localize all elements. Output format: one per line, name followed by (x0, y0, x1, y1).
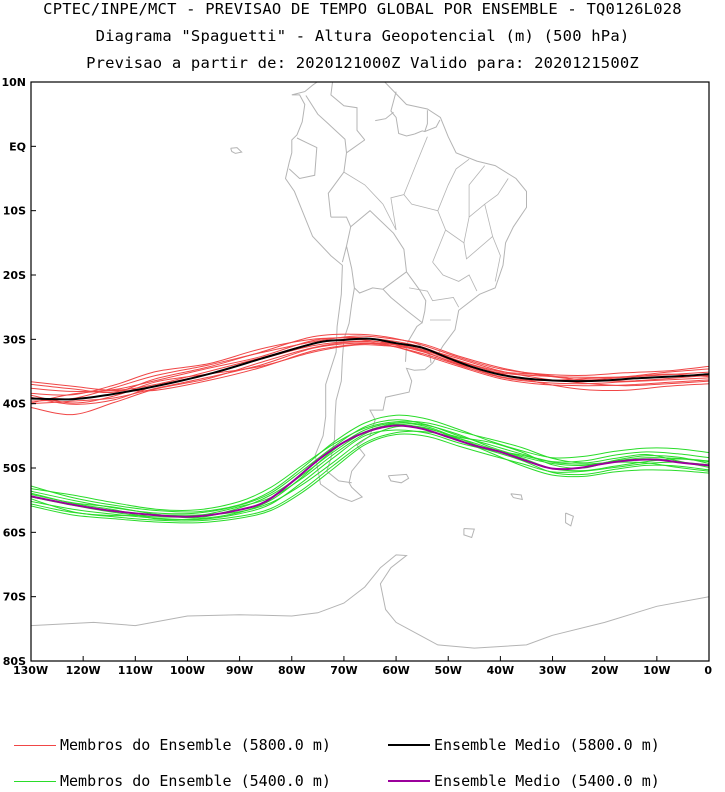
legend-members-5400: Membros do Ensemble (5400.0 m) (14, 771, 331, 791)
island-outline (463, 528, 475, 539)
lon-tick-label: 80W (278, 664, 305, 677)
country-border (350, 210, 407, 272)
member-5400-line (31, 433, 709, 524)
lon-tick-label: 90W (226, 664, 253, 677)
member-5400-line (31, 422, 709, 521)
legend-label-mean-5400: Ensemble Medio (5400.0 m) (434, 772, 660, 790)
coastline-south-america (284, 82, 527, 503)
country-border (414, 110, 428, 135)
member-5800-line (31, 336, 709, 392)
plot-frame (30, 81, 710, 662)
country-border (390, 91, 415, 137)
map-geography (31, 82, 709, 649)
lon-tick-label: 50W (435, 664, 462, 677)
state-border (463, 236, 493, 260)
member-5800-line (31, 333, 709, 394)
lon-tick-label: 40W (487, 664, 514, 677)
country-border (330, 216, 352, 263)
legend-line-mean-5800 (388, 744, 430, 746)
member-5800-line (31, 342, 709, 405)
state-border (432, 261, 478, 292)
legend-mean-5800: Ensemble Medio (5800.0 m) (388, 735, 660, 755)
lat-tick-label: 60S (3, 526, 26, 539)
lon-tick-label: 0 (704, 664, 712, 677)
legend-mean-5400: Ensemble Medio (5400.0 m) (388, 771, 660, 791)
member-5400-line (31, 430, 709, 522)
country-border (424, 119, 441, 132)
lon-tick-label: 10W (643, 664, 670, 677)
legend-line-members-5400 (14, 780, 56, 782)
country-border (330, 82, 366, 141)
island-outline (565, 512, 574, 527)
member-5400-line (31, 419, 709, 515)
member-5800-line (31, 340, 709, 405)
lat-tick-label: 30S (3, 333, 26, 346)
legend-members-5800: Membros do Ensemble (5800.0 m) (14, 735, 331, 755)
lat-tick-label: 10S (3, 205, 26, 218)
legend-line-mean-5400 (388, 780, 430, 782)
lat-tick-label: 70S (3, 591, 26, 604)
mean-5800-line (31, 337, 709, 401)
lat-tick-label: 20S (3, 269, 26, 282)
member-5400-line (31, 414, 709, 513)
header-line-2: Diagrama "Spaguetti" - Altura Geopotenci… (95, 27, 630, 45)
lat-tick-label: 50S (3, 462, 26, 475)
member-5400-line (31, 429, 709, 521)
lon-tick-label: 20W (591, 664, 618, 677)
state-border (484, 204, 501, 282)
lon-tick-label: 60W (382, 664, 409, 677)
state-border (432, 229, 446, 263)
lon-tick-label: 130W (13, 664, 48, 677)
legend-label-members-5400: Membros do Ensemble (5400.0 m) (60, 772, 331, 790)
state-border (437, 158, 470, 211)
mean-5400-line (31, 424, 709, 518)
header-line-1: CPTEC/INPE/MCT - PREVISAO DE TEMPO GLOBA… (43, 0, 682, 18)
header-line-3: Previsao a partir de: 2020121000Z Valido… (86, 54, 639, 72)
legend-label-mean-5800: Ensemble Medio (5800.0 m) (434, 736, 660, 754)
state-border (390, 194, 446, 231)
country-border (288, 137, 318, 180)
state-border (445, 165, 486, 244)
state-border (468, 178, 509, 218)
legend-line-members-5800 (14, 744, 56, 746)
island-outline (230, 147, 243, 154)
contour-lines (31, 333, 709, 524)
lon-tick-label: 110W (118, 664, 153, 677)
legend-label-members-5800: Membros do Ensemble (5800.0 m) (60, 736, 331, 754)
member-5800-line (31, 344, 709, 404)
country-border (305, 95, 347, 153)
lat-tick-label: 40S (3, 398, 26, 411)
island-outline (510, 493, 523, 501)
country-border (375, 111, 394, 122)
lat-tick-label: 80S (3, 655, 26, 668)
lon-tick-label: 70W (330, 664, 357, 677)
lon-tick-label: 120W (66, 664, 101, 677)
lat-tick-label: 10N (1, 76, 26, 89)
lat-tick-label: EQ (9, 140, 26, 153)
member-5800-line (31, 337, 709, 396)
country-border (346, 245, 407, 294)
coastline-antarctica (31, 554, 709, 649)
lon-tick-label: 30W (539, 664, 566, 677)
state-border (403, 136, 428, 195)
country-border (382, 271, 427, 324)
member-5800-line (31, 342, 709, 404)
member-5400-line (31, 420, 709, 511)
island-outline (387, 473, 410, 484)
state-border (343, 171, 397, 231)
state-border (409, 287, 460, 308)
lon-tick-label: 100W (170, 664, 205, 677)
member-5800-line (31, 341, 709, 416)
